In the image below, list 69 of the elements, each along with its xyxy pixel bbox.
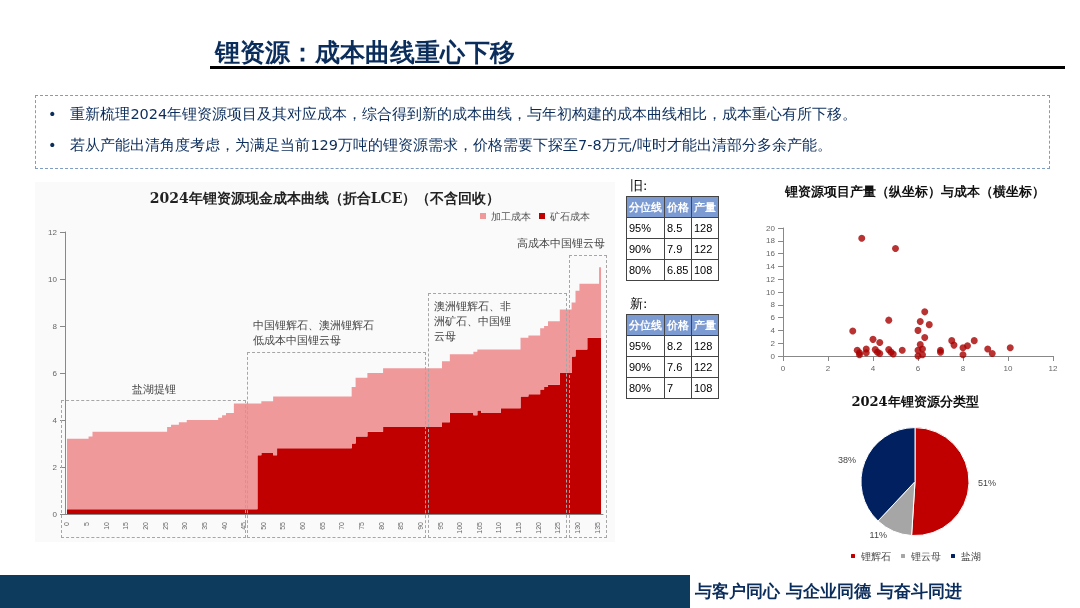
text: • 若从产能出清角度考虑，为满足当前129万吨的锂资源需求，价格需要下探至7-8万元/吨时才能出清部分多余产能。 xyxy=(48,136,833,155)
text: 价格 xyxy=(664,314,692,336)
text: • 重新梳理2024年锂资源项目及其对应成本，综合得到新的成本曲线，与年初构建的成本曲线相比，成本重心有所下移。 xyxy=(48,105,859,124)
text: 7 xyxy=(664,377,692,399)
text: 8.2 xyxy=(664,335,692,357)
y-tick-label: 0 xyxy=(52,509,58,519)
y-tick-label: 16 xyxy=(766,249,776,259)
y-tick-label: 4 xyxy=(770,325,776,335)
x-tick-label: 10 xyxy=(1003,363,1013,373)
y-tick-label: 10 xyxy=(766,287,776,297)
y-tick-label: 8 xyxy=(52,321,58,331)
data-label: 51% xyxy=(977,478,996,489)
text: 80% xyxy=(626,377,665,399)
y-tick-label: 12 xyxy=(766,274,776,284)
text: 产量 xyxy=(691,314,719,336)
y-tick-label: 20 xyxy=(766,223,776,233)
text: 80% xyxy=(626,259,665,281)
y-tick-label: 10 xyxy=(48,274,58,284)
text: 7.6 xyxy=(664,356,692,378)
text: 8.5 xyxy=(664,217,692,239)
chart-title: 锂资源项目产量（纵坐标）与成本（横坐标） xyxy=(784,184,1045,199)
text: 分位线 xyxy=(626,196,665,218)
text: 6.85 xyxy=(664,259,692,281)
text: 7.9 xyxy=(664,238,692,260)
text: 新: xyxy=(630,296,649,312)
x-tick-label: 0 xyxy=(780,363,786,373)
text: 128 xyxy=(691,217,719,239)
text: 与客户同心 与企业同德 与奋斗同进 xyxy=(695,580,963,603)
text: 122 xyxy=(691,238,719,260)
text: 108 xyxy=(691,377,719,399)
text: 90% xyxy=(626,356,665,378)
text: 108 xyxy=(691,259,719,281)
y-tick-label: 2 xyxy=(770,338,776,348)
legend-label: 锂云母 xyxy=(910,550,941,562)
data-label: 38% xyxy=(838,455,857,466)
chart-title: 2024年锂资源现金成本曲线（折合LCE）（不含回收） xyxy=(149,190,501,206)
data-label: 11% xyxy=(869,529,887,540)
text: 90% xyxy=(626,238,665,260)
annotation: 盐湖提锂 xyxy=(130,382,177,397)
annotation: 高成本中国锂云母 xyxy=(516,236,605,251)
text: 分位线 xyxy=(626,314,665,336)
text: 128 xyxy=(691,335,719,357)
y-tick-label: 2 xyxy=(52,462,58,472)
x-tick-label: 12 xyxy=(1048,363,1058,373)
text: 锂资源：成本曲线重心下移 xyxy=(215,37,515,69)
y-tick-label: 8 xyxy=(770,300,776,310)
text: 产量 xyxy=(691,196,719,218)
text: 旧: xyxy=(630,178,649,194)
legend-label: 盐湖 xyxy=(961,550,981,562)
y-tick-label: 4 xyxy=(52,415,58,425)
x-tick-label: 8 xyxy=(960,363,966,373)
y-tick-label: 18 xyxy=(766,236,776,246)
annotation: 澳洲锂辉石、非洲矿石、中国锂云母 xyxy=(434,299,512,344)
chart-title: 2024年锂资源分类型 xyxy=(851,394,979,409)
y-tick-label: 0 xyxy=(770,351,776,361)
x-tick-label: 6 xyxy=(915,363,921,373)
text: 122 xyxy=(691,356,719,378)
text: 95% xyxy=(626,217,665,239)
legend-label: 矿石成本 xyxy=(549,210,590,222)
legend-label: 加工成本 xyxy=(491,210,531,222)
x-tick-label: 4 xyxy=(870,363,876,373)
legend-label: 锂辉石 xyxy=(860,550,891,562)
text: 价格 xyxy=(664,196,692,218)
annotation: 中国锂辉石、澳洲锂辉石低成本中国锂云母 xyxy=(253,318,375,348)
y-tick-label: 6 xyxy=(770,313,776,323)
text: 95% xyxy=(626,335,665,357)
y-tick-label: 14 xyxy=(766,261,776,271)
x-tick-label: 2 xyxy=(825,363,831,373)
y-tick-label: 12 xyxy=(48,227,58,237)
